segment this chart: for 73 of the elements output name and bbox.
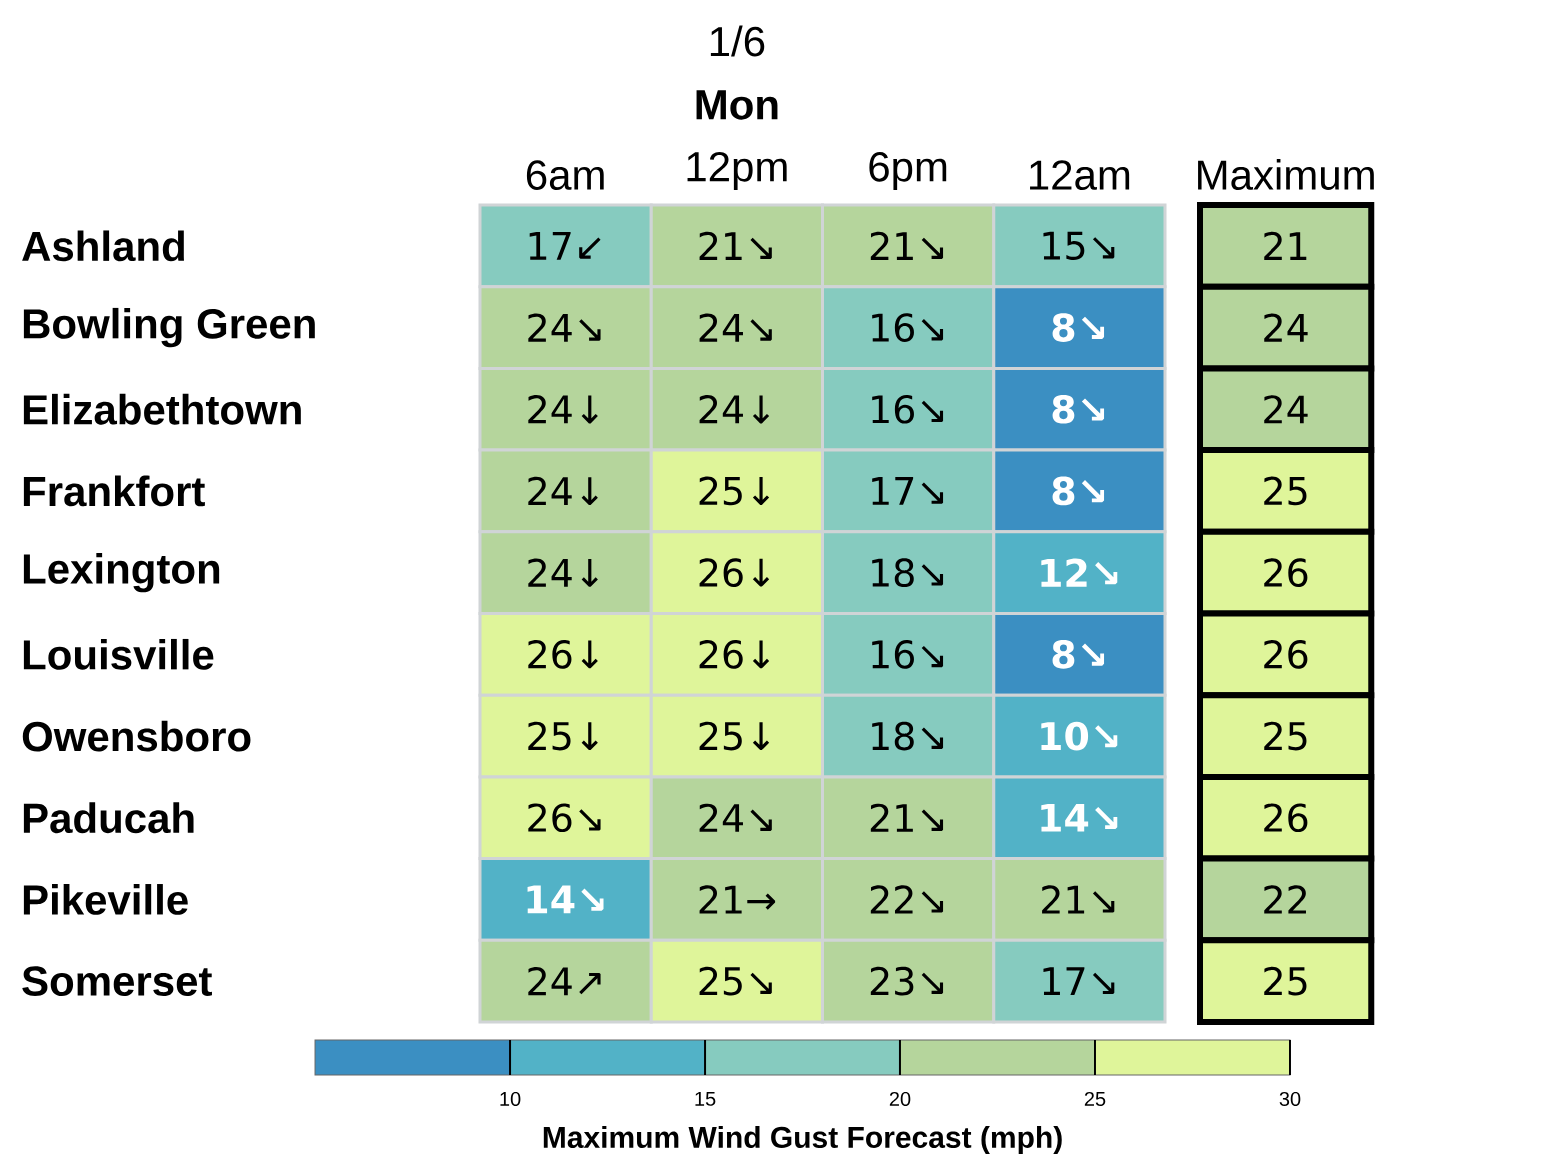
data-label: 21 — [1264, 231, 1307, 260]
data-label: 22 — [1264, 885, 1306, 914]
data-label: 10↘ — [1041, 721, 1118, 751]
data-label: 21↘ — [1042, 885, 1115, 914]
x-tick-label: 12pm — [687, 151, 787, 190]
data-label: 21→ — [699, 885, 776, 914]
y-tick-label: Ashland — [22, 230, 184, 262]
y-tick-label: Bowling Green — [23, 307, 315, 348]
text: 1/6 — [710, 25, 765, 57]
data-label: 14↘ — [527, 885, 604, 914]
data-label: 26 — [1264, 558, 1308, 588]
data-label: 26 — [1264, 803, 1308, 833]
color-bar-title: Maximum Wind Gust Forecast (mph) — [543, 1125, 1062, 1154]
color-bar-label: 25 — [1084, 1091, 1106, 1107]
y-tick-label: Frankfort — [23, 475, 205, 507]
data-label: 15↘ — [1043, 231, 1115, 260]
data-label: 16↘ — [872, 313, 944, 342]
data-label: 24↓ — [528, 558, 598, 587]
data-label: 8↘ — [1052, 394, 1105, 424]
data-label: 21↘ — [870, 231, 944, 260]
data-label: 16↘ — [872, 394, 944, 424]
y-tick-label: Paducah — [23, 802, 194, 834]
data-label: 18↘ — [872, 558, 944, 588]
color-bar-label: 15 — [695, 1091, 716, 1106]
data-label: 25 — [1264, 476, 1307, 506]
y-tick-label: Owensboro — [22, 720, 251, 752]
data-label: 21↘ — [699, 231, 772, 260]
data-label: 26↓ — [699, 639, 770, 669]
data-label: 25↓ — [699, 721, 770, 751]
data-label: 12↘ — [1041, 558, 1118, 587]
data-label: 24↓ — [528, 476, 598, 506]
data-label: 24↓ — [699, 395, 770, 424]
data-label: 25↓ — [699, 476, 770, 506]
x-tick-label: 12am — [1030, 160, 1130, 190]
data-label: 23↘ — [870, 966, 944, 996]
data-label: 25 — [1264, 721, 1307, 751]
data-label: 21↘ — [870, 803, 944, 832]
data-label: 16↘ — [872, 639, 944, 669]
data-label: 24↘ — [699, 313, 772, 342]
data-label: 26↓ — [699, 558, 770, 588]
y-tick-label: Pikeville — [23, 884, 188, 915]
data-label: 17↙ — [529, 232, 601, 260]
data-label: 14↘ — [1041, 803, 1118, 832]
data-label: 24↓ — [528, 395, 598, 424]
color-bar-label: 20 — [889, 1091, 911, 1107]
text: Mon — [696, 90, 778, 120]
data-label: 25↘ — [699, 966, 772, 996]
data-label: 24 — [1264, 395, 1308, 424]
color-bar-label: 10 — [500, 1091, 521, 1107]
color-bar-label: 30 — [1279, 1091, 1301, 1107]
data-label: 22↘ — [870, 885, 944, 914]
data-label: 24 — [1264, 313, 1308, 342]
data-label: 17↘ — [872, 477, 944, 505]
data-label: 8↘ — [1052, 639, 1105, 669]
y-tick-label: Somerset — [22, 966, 212, 997]
data-label: 25 — [1264, 966, 1307, 996]
data-label: 24↘ — [528, 313, 601, 342]
data-label: 26 — [1264, 639, 1308, 669]
data-label: 26↘ — [528, 803, 601, 833]
data-label: 25↓ — [528, 721, 598, 751]
data-label: 18↘ — [872, 721, 944, 751]
data-label: 17↘ — [1043, 967, 1115, 995]
x-tick-label: 6pm — [869, 151, 947, 190]
data-label: 8↘ — [1052, 313, 1105, 342]
x-tick-label: Maximum — [1198, 159, 1374, 190]
data-label: 24↘ — [699, 803, 772, 832]
y-tick-label: Louisville — [23, 638, 214, 670]
data-label: 24↗ — [528, 967, 601, 996]
y-tick-label: Elizabethtown — [23, 393, 301, 425]
x-tick-label: 6am — [526, 160, 604, 190]
data-label: 26↓ — [528, 639, 598, 669]
data-label: 8↘ — [1052, 476, 1105, 506]
y-tick-label: Lexington — [23, 553, 220, 593]
